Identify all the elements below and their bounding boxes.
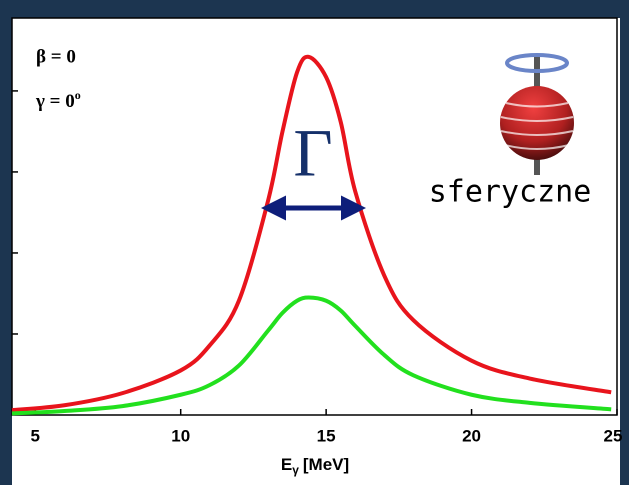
x-tick-label: 10	[171, 426, 190, 445]
page: 5 10 15 20 25 β = 0 γ = 0o Γ sferyczne Eγ [Me…	[0, 0, 629, 485]
beta-label: β = 0	[36, 46, 76, 67]
gamma-sup: o	[75, 88, 81, 102]
x-axis-label: Eγ [MeV]	[281, 455, 349, 477]
width-symbol: Γ	[293, 115, 332, 191]
gamma-text: γ = 0	[35, 91, 75, 112]
x-tick-label: 5	[31, 426, 40, 445]
x-label-sub: γ	[292, 463, 299, 477]
chart: 5 10 15 20 25 β = 0 γ = 0o Γ sferyczne Eγ [Me…	[0, 0, 629, 485]
x-tick-label: 20	[462, 426, 481, 445]
x-label-main: E	[281, 455, 292, 474]
x-tick-label: 25	[604, 426, 623, 445]
gamma-label: γ = 0o	[35, 88, 81, 113]
shape-label: sferyczne	[429, 175, 592, 210]
x-tick-label: 15	[317, 426, 336, 445]
x-label-unit: [MeV]	[303, 455, 349, 474]
